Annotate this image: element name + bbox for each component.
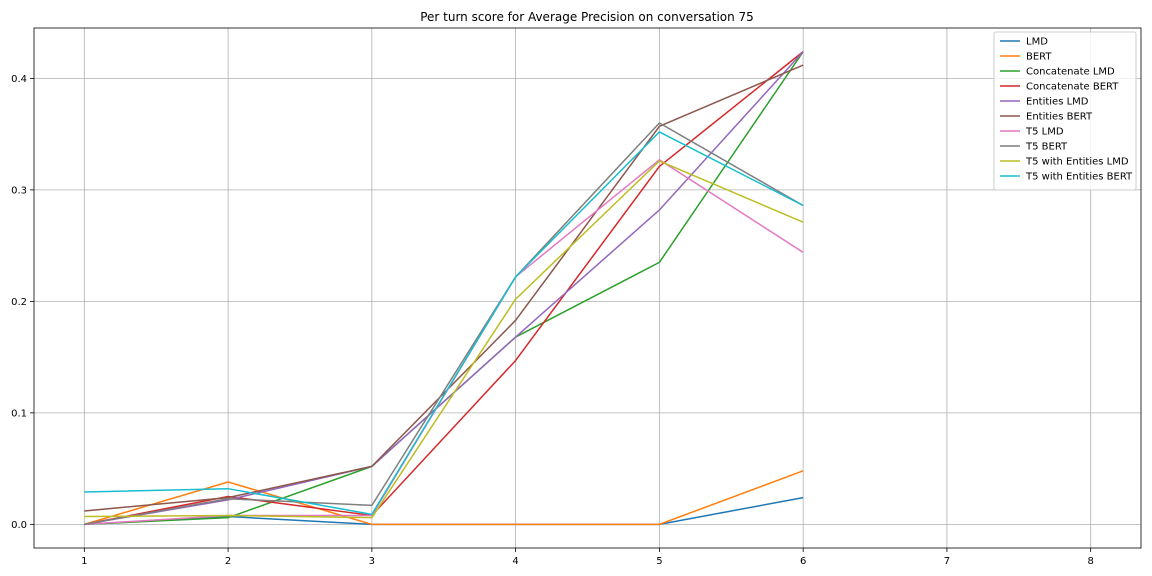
legend-label: Concatenate BERT (1026, 82, 1119, 93)
legend-label: BERT (1026, 52, 1052, 63)
legend-box (993, 31, 1137, 191)
series-line-4 (84, 51, 804, 526)
x-tick-label: 7 (944, 556, 950, 567)
legend-label: T5 with Entities LMD (1025, 157, 1129, 168)
legend-label: T5 LMD (1025, 127, 1064, 138)
y-tick-label: 0.0 (11, 520, 27, 531)
x-tick-label: 3 (369, 556, 375, 567)
x-tick-label: 8 (1087, 556, 1093, 567)
x-tick-label: 6 (800, 556, 806, 567)
series-lines (84, 51, 804, 526)
legend-label: Entities BERT (1026, 112, 1093, 123)
y-tick-label: 0.1 (11, 408, 27, 419)
x-axis: 1 2 3 4 5 6 7 8 (81, 548, 1094, 567)
legend-label: Concatenate LMD (1026, 67, 1115, 78)
legend-label: T5 with Entities BERT (1025, 172, 1133, 183)
x-tick-label: 4 (512, 556, 518, 567)
legend: LMD BERT Concatenate LMD Concatenate BERT En… (993, 31, 1137, 191)
y-tick-label: 0.2 (11, 297, 27, 308)
legend-label: Entities LMD (1026, 97, 1089, 108)
legend-label: LMD (1026, 37, 1048, 48)
y-axis: 0.0 0.1 0.2 0.3 0.4 (11, 74, 34, 531)
series-line-7 (84, 122, 804, 526)
chart-title: Per turn score for Average Precision on … (420, 10, 754, 24)
legend-label: T5 BERT (1025, 142, 1068, 153)
series-line-8 (84, 160, 804, 519)
series-line-5 (84, 64, 804, 512)
x-tick-label: 1 (81, 556, 87, 567)
x-tick-label: 2 (225, 556, 231, 567)
y-tick-label: 0.3 (11, 185, 27, 196)
series-line-3 (84, 51, 804, 526)
series-line-9 (84, 131, 804, 516)
plot-frame (33, 27, 1142, 549)
y-tick-label: 0.4 (11, 74, 27, 85)
x-tick-label: 5 (656, 556, 662, 567)
